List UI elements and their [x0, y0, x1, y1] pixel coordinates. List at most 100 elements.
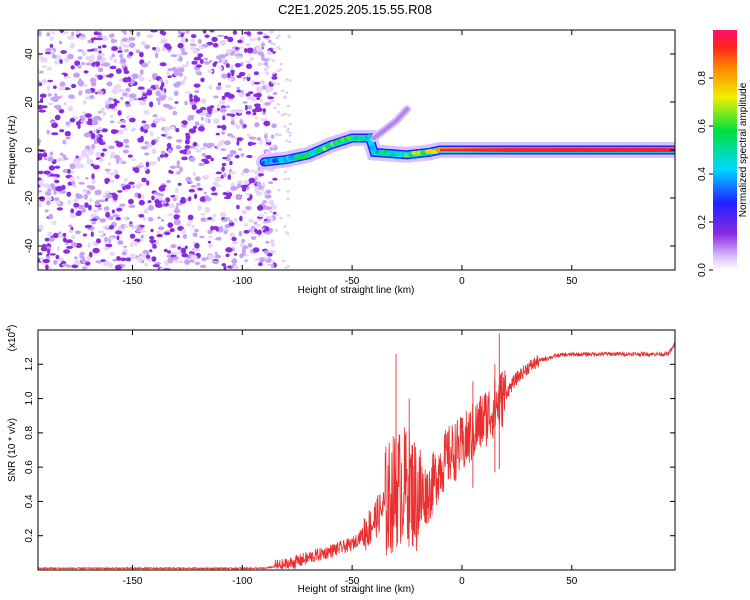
noise-speckle	[283, 96, 287, 100]
noise-speckle	[271, 76, 278, 80]
noise-speckle	[58, 109, 65, 114]
noise-speckle	[90, 231, 94, 237]
noise-speckle	[287, 114, 291, 117]
noise-speckle	[236, 89, 241, 93]
noise-speckle	[40, 56, 47, 63]
noise-speckle	[264, 257, 268, 261]
noise-speckle	[247, 242, 253, 248]
noise-speckle	[242, 76, 247, 80]
noise-speckle	[264, 226, 270, 232]
noise-speckle	[249, 142, 257, 145]
noise-speckle	[152, 75, 157, 81]
noise-speckle	[113, 98, 117, 102]
noise-speckle	[270, 204, 277, 210]
noise-speckle	[163, 248, 168, 253]
noise-speckle	[215, 132, 220, 136]
noise-speckle	[257, 31, 263, 35]
noise-speckle	[117, 50, 123, 53]
noise-speckle	[205, 155, 212, 159]
noise-speckle	[147, 258, 153, 263]
noise-speckle	[73, 72, 80, 78]
noise-speckle	[124, 184, 131, 190]
noise-speckle	[95, 151, 102, 158]
noise-speckle	[225, 158, 232, 162]
noise-speckle	[131, 73, 139, 80]
noise-speckle	[56, 207, 63, 211]
noise-speckle	[138, 86, 143, 90]
noise-speckle	[97, 74, 104, 80]
noise-speckle	[285, 139, 289, 142]
noise-speckle	[245, 110, 252, 115]
noise-speckle	[59, 81, 66, 87]
noise-speckle	[119, 58, 127, 64]
noise-speckle	[109, 225, 115, 230]
noise-speckle	[192, 241, 197, 244]
noise-speckle	[225, 105, 231, 109]
noise-speckle	[271, 99, 275, 103]
noise-speckle	[269, 42, 274, 45]
noise-speckle	[210, 192, 218, 196]
noise-speckle	[264, 206, 272, 210]
noise-speckle	[102, 111, 107, 116]
noise-speckle	[67, 35, 75, 40]
noise-speckle	[91, 218, 98, 222]
noise-speckle	[38, 228, 42, 233]
noise-speckle	[173, 72, 179, 76]
snr-ylabel: SNR (10 * v/v)	[7, 418, 18, 482]
noise-speckle	[285, 91, 289, 94]
y-tick-label: 0	[24, 147, 35, 153]
noise-speckle	[194, 89, 200, 94]
noise-speckle	[275, 134, 280, 137]
noise-speckle	[95, 61, 101, 67]
noise-speckle	[238, 148, 242, 151]
noise-speckle	[166, 71, 170, 76]
noise-speckle	[39, 93, 47, 98]
noise-speckle	[94, 200, 100, 206]
noise-speckle	[223, 35, 229, 40]
noise-speckle	[264, 133, 268, 140]
noise-speckle	[234, 154, 240, 159]
noise-speckle	[194, 242, 200, 249]
noise-speckle	[270, 239, 275, 245]
noise-speckle	[111, 46, 119, 51]
noise-speckle	[256, 229, 262, 235]
noise-speckle	[204, 117, 209, 123]
noise-speckle	[167, 75, 172, 78]
noise-speckle	[247, 105, 253, 110]
noise-speckle	[84, 224, 92, 229]
noise-speckle	[54, 114, 61, 121]
noise-speckle	[50, 49, 54, 55]
noise-speckle	[215, 226, 219, 232]
noise-speckle	[149, 101, 154, 108]
noise-speckle	[227, 78, 234, 81]
noise-speckle	[117, 190, 123, 193]
noise-speckle	[123, 245, 128, 248]
noise-speckle	[79, 252, 84, 259]
noise-speckle	[221, 124, 227, 131]
noise-speckle	[111, 209, 115, 214]
noise-speckle	[123, 177, 128, 183]
noise-speckle	[167, 250, 172, 254]
noise-speckle	[86, 255, 91, 261]
noise-speckle	[230, 120, 235, 126]
snr-xlabel: Height of straight line (km)	[298, 584, 415, 595]
noise-speckle	[127, 154, 133, 158]
y-tick-label: -40	[24, 238, 35, 253]
noise-speckle	[187, 219, 194, 223]
noise-speckle	[53, 176, 58, 180]
noise-speckle	[221, 131, 226, 135]
noise-speckle	[112, 214, 120, 218]
noise-speckle	[215, 171, 223, 175]
noise-speckle	[140, 146, 148, 150]
noise-speckle	[218, 140, 224, 147]
noise-speckle	[275, 213, 279, 216]
noise-speckle	[250, 80, 256, 86]
noise-speckle	[111, 53, 115, 58]
noise-speckle	[164, 231, 171, 236]
noise-speckle	[140, 40, 146, 46]
noise-speckle	[223, 265, 227, 270]
noise-speckle	[92, 116, 100, 121]
y-tick-label: 0.6	[24, 460, 35, 474]
noise-speckle	[258, 214, 264, 218]
noise-speckle	[116, 120, 122, 125]
